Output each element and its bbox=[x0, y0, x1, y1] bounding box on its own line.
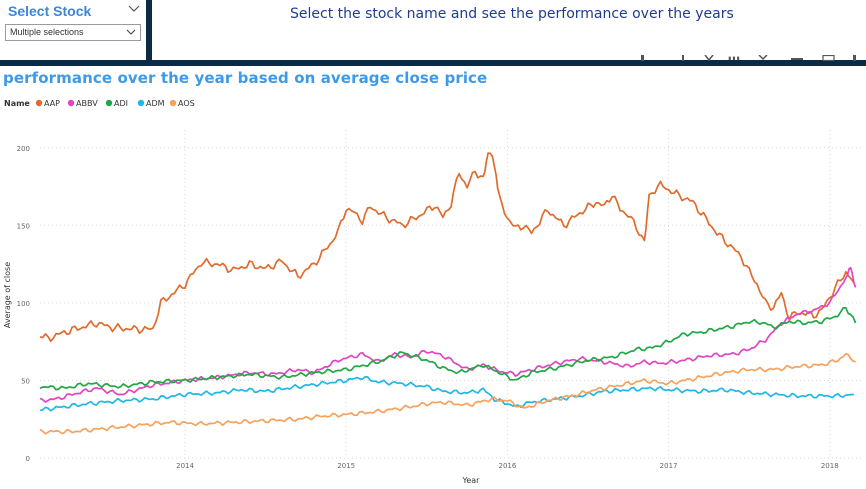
x-tick-label: 2018 bbox=[821, 462, 839, 470]
chart-title: performance over the year based on avera… bbox=[3, 69, 488, 87]
pin-icon[interactable] bbox=[636, 55, 650, 61]
series-line-abbv bbox=[39, 266, 857, 403]
legend-marker-abbv bbox=[67, 99, 75, 107]
y-tick-label: 150 bbox=[17, 222, 30, 230]
more-options-icon[interactable] bbox=[848, 55, 862, 61]
series-line-aos bbox=[39, 352, 856, 435]
caret-down-icon[interactable] bbox=[126, 25, 136, 42]
expand-level-icon[interactable] bbox=[728, 55, 742, 61]
y-tick-label: 0 bbox=[26, 455, 30, 463]
series-line-aap bbox=[39, 152, 855, 343]
y-tick-label: 200 bbox=[17, 145, 30, 153]
slicer-title: Select Stock bbox=[8, 3, 92, 19]
expand-all-icon[interactable] bbox=[758, 55, 772, 61]
x-tick-label: 2016 bbox=[498, 462, 516, 470]
legend-marker-adi bbox=[105, 99, 113, 107]
legend-label-abbv: ABBV bbox=[76, 99, 98, 108]
legend-label-aap: AAP bbox=[44, 99, 60, 108]
y-axis-title: Average of close bbox=[3, 262, 12, 328]
legend-label-adm: ADM bbox=[146, 99, 165, 108]
series-line-adm bbox=[39, 376, 854, 412]
focus-mode-icon[interactable] bbox=[822, 55, 836, 61]
legend-title: Name bbox=[4, 99, 30, 108]
filter-icon[interactable] bbox=[790, 55, 804, 61]
stock-dropdown[interactable]: Multiple selections bbox=[5, 24, 141, 41]
x-tick-label: 2015 bbox=[337, 462, 355, 470]
x-tick-label: 2014 bbox=[176, 462, 194, 470]
line-chart: 0 50 100 150 200 2014 2015 2016 2017 2018 Year Aver… bbox=[3, 99, 862, 485]
y-tick-label: 50 bbox=[21, 377, 30, 385]
series-line-adi bbox=[39, 307, 857, 391]
dropdown-selection: Multiple selections bbox=[10, 27, 84, 37]
stock-slicer: Select Stock Multiple selections bbox=[0, 0, 152, 66]
legend-marker-aap bbox=[35, 99, 43, 107]
legend-marker-adm bbox=[137, 99, 145, 107]
banner-instruction: Select the stock name and see the perfor… bbox=[290, 6, 734, 22]
header-divider bbox=[152, 60, 866, 66]
drill-down-icon[interactable] bbox=[702, 55, 716, 61]
drill-up-icon[interactable] bbox=[676, 55, 690, 61]
legend-marker-aos bbox=[169, 99, 177, 107]
y-tick-label: 100 bbox=[17, 300, 30, 308]
x-axis-title: Year bbox=[462, 476, 481, 485]
legend-label-aos: AOS bbox=[178, 99, 195, 108]
chevron-down-icon[interactable] bbox=[128, 2, 140, 16]
x-tick-label: 2017 bbox=[660, 462, 678, 470]
legend-label-adi: ADI bbox=[114, 99, 128, 108]
